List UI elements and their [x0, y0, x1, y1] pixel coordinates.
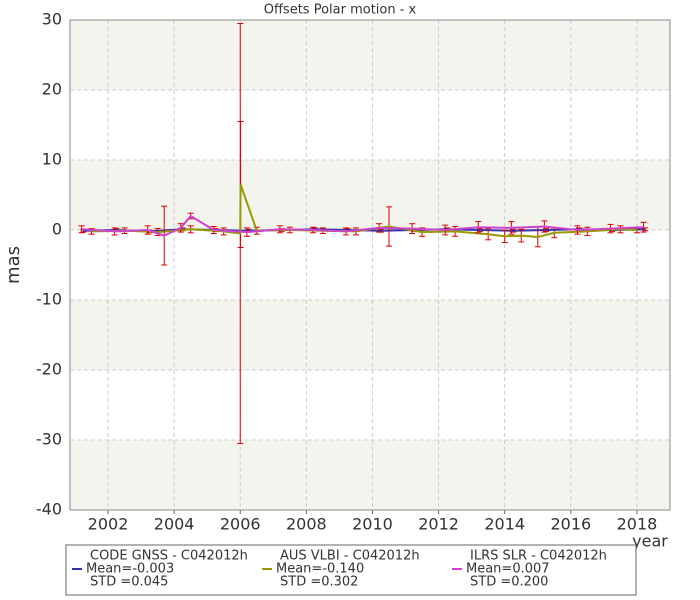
x-tick-label: 2008: [286, 515, 327, 534]
y-axis-label: mas: [3, 246, 24, 284]
legend-stat: STD =0.045: [90, 575, 168, 590]
legend-label: CODE GNSS - C042012h: [90, 549, 248, 564]
x-tick-label: 2010: [352, 515, 393, 534]
x-tick-label: 2018: [617, 515, 658, 534]
band: [70, 20, 670, 90]
y-tick-label: 30: [42, 10, 62, 29]
y-tick-label: -20: [36, 360, 62, 379]
x-tick-label: 2016: [550, 515, 591, 534]
band: [70, 160, 670, 230]
legend-stat: Mean=-0.140: [276, 562, 364, 577]
legend-stat: STD =0.302: [280, 575, 358, 590]
x-tick-label: 2012: [418, 515, 459, 534]
y-tick-label: 10: [42, 150, 62, 169]
legend-label: AUS VLBI - C042012h: [280, 549, 420, 564]
y-tick-label: -30: [36, 430, 62, 449]
legend-stat: Mean=0.007: [466, 562, 550, 577]
x-tick-label: 2014: [484, 515, 525, 534]
y-tick-label: -10: [36, 290, 62, 309]
x-tick-label: 2002: [88, 515, 129, 534]
legend-box: [65, 544, 637, 596]
chart-title: Offsets Polar motion - x: [264, 3, 417, 18]
y-tick-label: 0: [52, 220, 62, 239]
legend-stat: Mean=-0.003: [86, 562, 174, 577]
legend-label: ILRS SLR - C042012h: [470, 549, 607, 564]
x-tick-label: 2006: [220, 515, 261, 534]
legend-stat: STD =0.200: [470, 575, 548, 590]
series-line: [81, 214, 644, 237]
x-tick-label: 2004: [154, 515, 195, 534]
x-axis-label: year: [632, 532, 668, 551]
y-tick-label: 20: [42, 80, 62, 99]
plot-frame: [69, 19, 671, 511]
band: [70, 440, 670, 510]
band: [70, 300, 670, 370]
y-tick-label: -40: [36, 500, 62, 519]
